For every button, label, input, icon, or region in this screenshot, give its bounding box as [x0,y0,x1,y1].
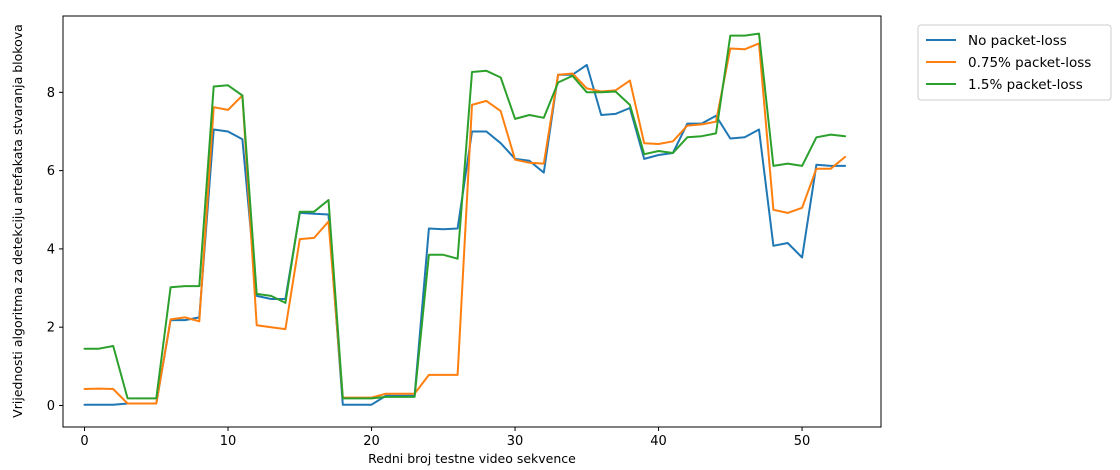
y-axis-ticks: 0 2 4 6 8 [47,86,63,414]
y-axis-label: Vrijednosti algoritma za detekciju artef… [10,24,25,418]
plot-frame [62,15,882,428]
y-tick-label: 4 [47,242,55,257]
series-line-3 [83,32,847,400]
x-axis-ticks: 0 10 20 30 40 50 [80,427,810,449]
y-tick-label: 8 [47,86,55,101]
x-tick-label: 30 [507,434,524,449]
y-tick-label: 0 [47,399,55,414]
y-tick-label: 6 [47,164,55,179]
x-tick-label: 10 [220,434,237,449]
y-tick-label: 2 [47,321,55,336]
x-tick-label: 40 [650,434,667,449]
legend: No packet-loss 0.75% packet-loss 1.5% pack… [917,24,1112,101]
series-line-2 [83,42,847,405]
legend-label-1: No packet-loss [968,33,1067,49]
x-axis-label: Redni broj testne video sekvence [368,451,576,466]
x-tick-label: 0 [80,434,88,449]
x-tick-label: 50 [794,434,811,449]
x-tick-label: 20 [363,434,380,449]
plot-lines [83,32,847,406]
legend-label-2: 0.75% packet-loss [968,55,1091,71]
legend-label-3: 1.5% packet-loss [968,77,1083,93]
legend-frame [917,24,1112,101]
